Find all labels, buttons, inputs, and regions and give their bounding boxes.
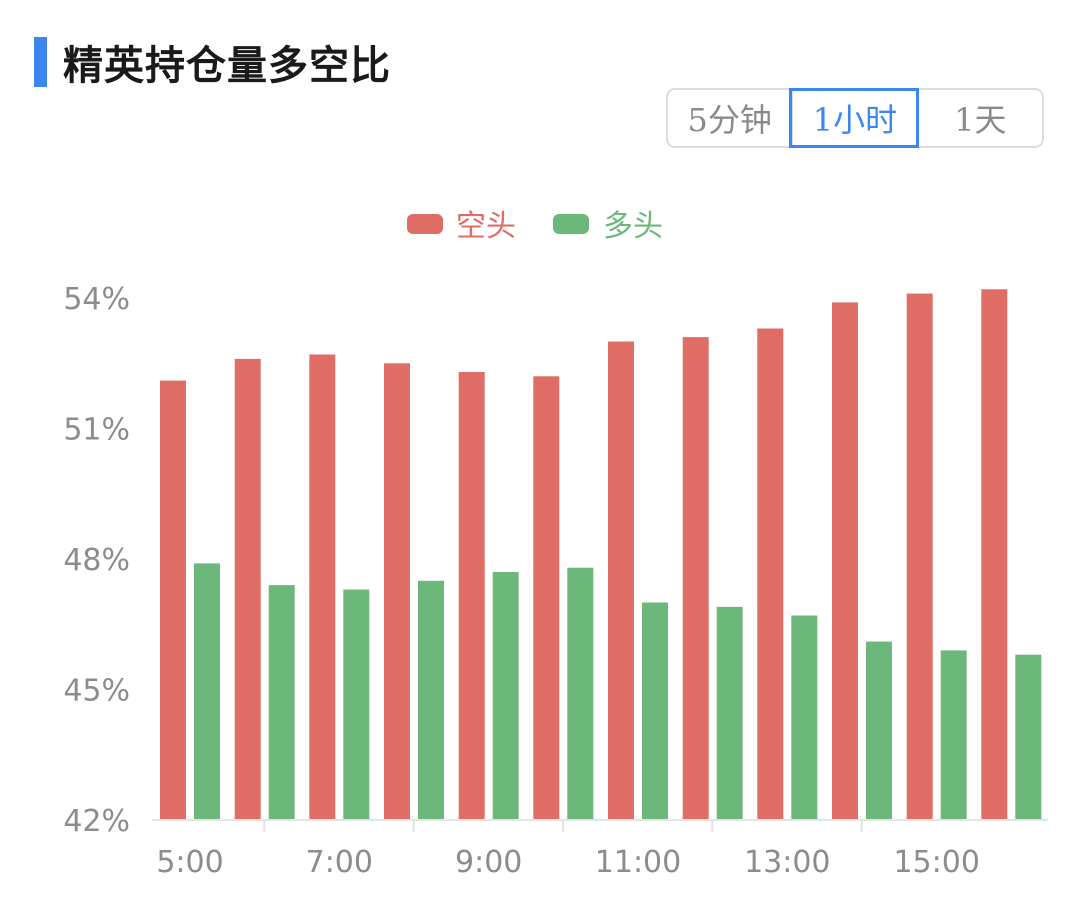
period-tab-1hour[interactable]: 1小时 xyxy=(789,88,919,148)
y-tick-label: 51% xyxy=(63,413,130,448)
x-tick-label: 7:00 xyxy=(306,845,373,880)
y-tick-label: 42% xyxy=(63,804,130,839)
page-title: 精英持仓量多空比 xyxy=(63,43,391,89)
y-tick-label: 54% xyxy=(63,282,130,317)
bar-short-600[interactable] xyxy=(234,358,261,820)
bar-short-1000[interactable] xyxy=(533,376,560,820)
period-tab-1day[interactable]: 1天 xyxy=(916,90,1042,146)
bar-long-1500[interactable] xyxy=(940,650,967,820)
title-accent-bar xyxy=(34,37,47,87)
bar-short-900[interactable] xyxy=(458,372,485,820)
bar-long-800[interactable] xyxy=(418,580,444,821)
y-tick-label: 48% xyxy=(63,543,130,578)
bar-short-1500[interactable] xyxy=(906,293,933,821)
bar-short-1100[interactable] xyxy=(608,341,634,821)
bar-long-1600[interactable] xyxy=(1015,654,1042,820)
bar-long-1200[interactable] xyxy=(716,606,743,820)
x-tick-label: 9:00 xyxy=(455,845,522,880)
bar-long-600[interactable] xyxy=(268,585,295,820)
bar-long-1300[interactable] xyxy=(791,615,818,821)
bar-short-1600[interactable] xyxy=(981,289,1008,820)
bar-long-900[interactable] xyxy=(492,572,519,820)
x-tick-label: 15:00 xyxy=(893,845,979,880)
x-tick-label: 5:00 xyxy=(156,845,223,880)
legend-label-long[interactable]: 多头 xyxy=(603,209,663,244)
bar-short-700[interactable] xyxy=(309,354,336,821)
x-axis: 5:00 7:00 9:00 11:00 13:00 15:00 xyxy=(152,819,1048,880)
bar-short-800[interactable] xyxy=(384,363,410,821)
y-axis: 54% 51% 48% 45% 42% xyxy=(63,282,130,839)
x-tick-label: 13:00 xyxy=(744,845,830,880)
chart-legend: 空头 多头 xyxy=(407,209,663,244)
period-tab-5min[interactable]: 5分钟 xyxy=(687,101,772,139)
bar-long-1400[interactable] xyxy=(866,641,892,820)
bar-long-700[interactable] xyxy=(343,589,370,821)
x-tick-label: 11:00 xyxy=(595,845,681,880)
bar-long-500[interactable] xyxy=(194,563,220,820)
bar-short-1200[interactable] xyxy=(682,337,709,820)
y-tick-label: 45% xyxy=(63,674,130,709)
legend-swatch-short[interactable] xyxy=(407,214,443,234)
period-selector: 5分钟 1小时 1天 xyxy=(666,88,1044,148)
page-header: 精英持仓量多空比 xyxy=(34,36,391,89)
bar-series xyxy=(160,289,1042,821)
legend-swatch-long[interactable] xyxy=(553,214,589,234)
bar-long-1000[interactable] xyxy=(567,567,594,820)
bar-short-1400[interactable] xyxy=(832,302,858,820)
legend-label-short[interactable]: 空头 xyxy=(456,209,516,244)
bar-short-500[interactable] xyxy=(160,380,186,820)
bar-long-1100[interactable] xyxy=(642,602,668,821)
bar-short-1300[interactable] xyxy=(757,328,784,821)
